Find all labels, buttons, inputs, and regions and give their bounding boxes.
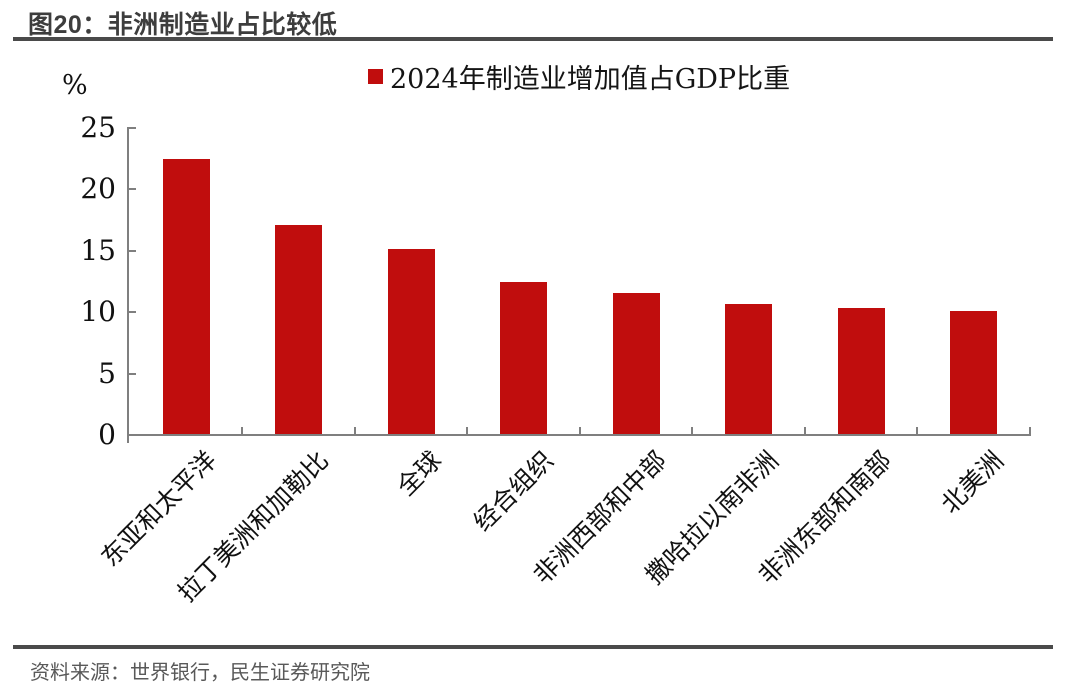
- axis-corner-tick: [127, 436, 129, 443]
- chart-legend: 2024年制造业增加值占GDP比重: [368, 60, 790, 95]
- x-axis-tick: [804, 427, 806, 434]
- y-axis-tick-label: 0: [98, 418, 116, 451]
- y-axis-unit-label: %: [62, 70, 88, 101]
- figure-title: 图20：非洲制造业占比较低: [28, 11, 338, 39]
- x-axis-category-label: 经合组织: [467, 445, 560, 537]
- x-axis-tick: [354, 427, 356, 434]
- x-axis-tick: [241, 427, 243, 434]
- y-axis-line: [127, 127, 129, 436]
- bar: [725, 304, 772, 434]
- y-axis-tick: [129, 311, 136, 313]
- source-note: 资料来源：世界银行，民生证券研究院: [30, 662, 370, 684]
- x-axis-tick: [691, 427, 693, 434]
- y-axis-tick: [129, 188, 136, 190]
- title-divider: [13, 37, 1053, 41]
- footer-divider: [13, 645, 1053, 649]
- x-axis-category-label: 全球: [391, 445, 448, 502]
- y-axis-tick-label: 15: [80, 234, 116, 267]
- y-axis-tick: [129, 127, 136, 129]
- bar: [275, 225, 322, 434]
- y-axis-tick: [129, 373, 136, 375]
- y-axis-tick-label: 20: [80, 172, 116, 205]
- legend-swatch-icon: [368, 68, 383, 84]
- bar: [500, 282, 547, 434]
- x-axis-tick: [916, 427, 918, 434]
- x-axis-tick: [579, 427, 581, 434]
- y-axis-tick: [129, 250, 136, 252]
- bar: [950, 311, 997, 434]
- y-axis-tick-label: 25: [80, 111, 116, 144]
- bar: [163, 159, 210, 434]
- bar: [388, 249, 435, 434]
- bar: [613, 293, 660, 434]
- y-axis-tick-label: 5: [98, 357, 116, 390]
- x-axis-tick: [466, 427, 468, 434]
- y-axis-tick-label: 10: [80, 295, 116, 328]
- bar: [838, 308, 885, 434]
- x-axis-line: [127, 434, 1031, 436]
- x-axis-tick: [1029, 427, 1031, 434]
- legend-series-label: 2024年制造业增加值占GDP比重: [390, 63, 791, 95]
- x-axis-category-label: 北美洲: [935, 445, 1010, 520]
